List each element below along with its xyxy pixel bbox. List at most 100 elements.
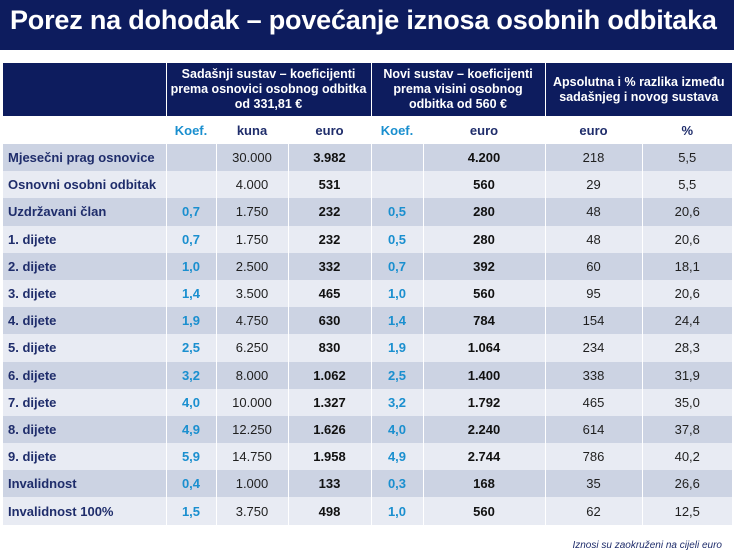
table-row: 5. dijete 2,5 6.250 830 1,9 1.064 234 28,3 [3,334,732,362]
diff-euro-cell: 465 [545,388,643,416]
kuna-cell: 6.250 [216,334,289,362]
diff-euro-cell: 60 [545,252,643,280]
euro-current-cell: 630 [288,307,372,335]
table-row: 4. dijete 1,9 4.750 630 1,4 784 154 24,4 [3,307,732,335]
row-label: 5. dijete [3,334,167,362]
koef-current-cell: 4,9 [166,415,217,444]
group-header-row: Sadašnji sustav – koeficijenti prema osn… [3,63,732,116]
euro-new-cell: 1.792 [423,388,546,416]
deductions-table: Sadašnji sustav – koeficijenti prema osn… [3,63,732,525]
koef-new-cell: 4,0 [371,415,424,444]
diff-euro-cell: 154 [545,307,643,335]
koef-current-cell: 5,9 [166,443,217,471]
euro-current-cell: 1.958 [288,443,372,471]
euro-new-cell: 560 [423,497,546,525]
euro-current-cell: 332 [288,252,372,280]
euro-current-cell: 3.982 [288,144,372,172]
table-row: 2. dijete 1,0 2.500 332 0,7 392 60 18,1 [3,252,732,280]
kuna-cell: 8.000 [216,361,289,389]
kuna-cell: 1.000 [216,470,289,498]
page-title: Porez na dohodak – povećanje iznosa osob… [10,5,717,35]
diff-euro-cell: 234 [545,334,643,362]
euro-new-cell: 560 [423,279,546,308]
kuna-cell: 1.750 [216,198,289,226]
koef-new-cell: 0,5 [371,225,424,253]
kuna-cell: 14.750 [216,443,289,471]
row-label: 6. dijete [3,361,167,389]
table-row: Osnovni osobni odbitak 4.000 531 560 29 5,5 [3,171,732,199]
koef-current-cell: 1,9 [166,307,217,335]
koef-current-cell: 1,0 [166,252,217,280]
row-label: 7. dijete [3,388,167,416]
euro-current-cell: 232 [288,225,372,253]
koef-new-cell [371,144,424,172]
koef-current-cell: 0,7 [166,225,217,253]
koef-current-cell: 2,5 [166,334,217,362]
euro-new-cell: 168 [423,470,546,498]
table-row: Invalidnost 0,4 1.000 133 0,3 168 35 26,6 [3,470,732,498]
kuna-cell: 4.000 [216,171,289,199]
koef-current-cell: 1,4 [166,279,217,308]
row-label: Invalidnost 100% [3,497,167,525]
title-bar: Porez na dohodak – povećanje iznosa osob… [0,0,734,50]
diff-euro-cell: 35 [545,470,643,498]
koef-new-cell: 4,9 [371,443,424,471]
col-koef-new: Koef. [371,116,424,144]
koef-new-cell: 2,5 [371,361,424,389]
koef-new-cell: 1,4 [371,307,424,335]
kuna-cell: 12.250 [216,415,289,444]
table-row: 9. dijete 5,9 14.750 1.958 4,9 2.744 786 40,2 [3,443,732,471]
table-row: 8. dijete 4,9 12.250 1.626 4,0 2.240 614 37,8 [3,415,732,444]
euro-current-cell: 498 [288,497,372,525]
kuna-cell: 1.750 [216,225,289,253]
table-row: Invalidnost 100% 1,5 3.750 498 1,0 560 62 12,5 [3,497,732,525]
kuna-cell: 3.500 [216,279,289,308]
euro-new-cell: 392 [423,252,546,280]
koef-new-cell: 0,5 [371,198,424,226]
diff-pct-cell: 37,8 [642,415,732,444]
diff-pct-cell: 40,2 [642,443,732,471]
col-kuna: kuna [216,116,289,144]
koef-current-cell: 0,4 [166,470,217,498]
euro-current-cell: 133 [288,470,372,498]
column-header-row: Koef. kuna euro Koef. euro euro % [3,116,732,144]
euro-current-cell: 465 [288,279,372,308]
euro-new-cell: 1.064 [423,334,546,362]
row-label: 4. dijete [3,307,167,335]
table-row: Mjesečni prag osnovice 30.000 3.982 4.200 21… [3,144,732,172]
table-row: Uzdržavani član 0,7 1.750 232 0,5 280 48 20,6 [3,198,732,226]
koef-current-cell: 3,2 [166,361,217,389]
euro-current-cell: 1.626 [288,415,372,444]
kuna-cell: 30.000 [216,144,289,172]
euro-new-cell: 1.400 [423,361,546,389]
col-euro-new: euro [423,116,546,144]
koef-current-cell [166,171,217,199]
diff-pct-cell: 28,3 [642,334,732,362]
diff-euro-cell: 29 [545,171,643,199]
table-row: 7. dijete 4,0 10.000 1.327 3,2 1.792 465 35,0 [3,388,732,416]
kuna-cell: 4.750 [216,307,289,335]
diff-pct-cell: 35,0 [642,388,732,416]
kuna-cell: 10.000 [216,388,289,416]
euro-new-cell: 784 [423,307,546,335]
euro-current-cell: 1.327 [288,388,372,416]
euro-current-cell: 531 [288,171,372,199]
table-row: 1. dijete 0,7 1.750 232 0,5 280 48 20,6 [3,225,732,253]
koef-new-cell [371,171,424,199]
euro-current-cell: 830 [288,334,372,362]
row-label: 2. dijete [3,252,167,280]
header-blank-cell [3,63,167,116]
koef-current-cell: 1,5 [166,497,217,525]
euro-new-cell: 4.200 [423,144,546,172]
header-new-system: Novi sustav – koeficijenti prema visini … [371,63,546,116]
euro-new-cell: 2.744 [423,443,546,471]
diff-euro-cell: 48 [545,198,643,226]
euro-new-cell: 560 [423,171,546,199]
table-row: 3. dijete 1,4 3.500 465 1,0 560 95 20,6 [3,279,732,308]
row-label: 8. dijete [3,415,167,444]
kuna-cell: 2.500 [216,252,289,280]
diff-euro-cell: 338 [545,361,643,389]
row-label: Uzdržavani član [3,198,167,226]
diff-pct-cell: 12,5 [642,497,732,525]
row-label: 3. dijete [3,279,167,308]
